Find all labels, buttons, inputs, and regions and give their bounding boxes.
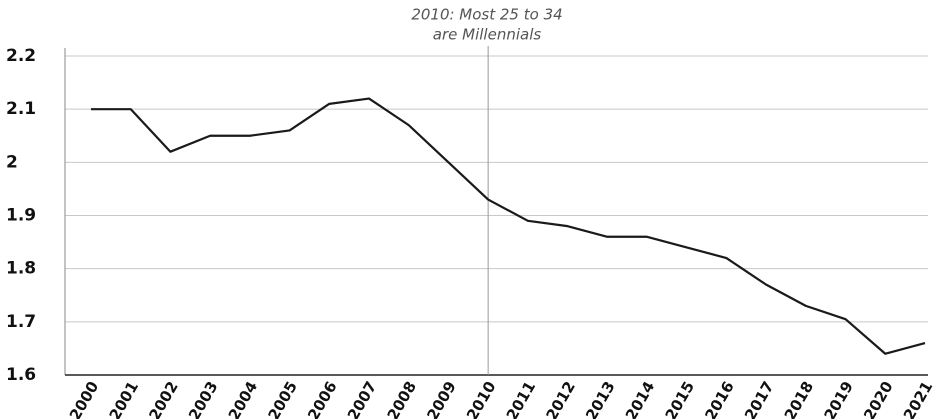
x-tick-label: 2003 xyxy=(185,378,221,419)
y-tick-label: 1.7 xyxy=(6,312,36,332)
x-tick-label: 2013 xyxy=(582,378,618,419)
x-tick-label: 2021 xyxy=(900,378,933,419)
y-tick-label: 2.1 xyxy=(6,99,36,119)
line xyxy=(91,97,926,355)
y-tick-label: 2.2 xyxy=(6,46,36,66)
x-tick-label: 2011 xyxy=(503,378,539,419)
x-tick-label: 2004 xyxy=(225,378,261,419)
x-tick-label: 2007 xyxy=(344,378,380,419)
x-tick-label: 2005 xyxy=(264,378,300,419)
x-tick-label: 2010 xyxy=(463,378,499,419)
x-tick-label: 2008 xyxy=(384,378,420,419)
annotation: 2010: Most 25 to 34 xyxy=(411,6,562,24)
y-tick-label: 1.6 xyxy=(6,365,36,385)
x-tick-label: 2019 xyxy=(820,378,856,419)
annotation: are Millennials xyxy=(433,26,542,44)
x-tick-label: 2012 xyxy=(542,378,578,419)
x-tick-label: 2016 xyxy=(701,378,737,419)
x-tick-label: 2020 xyxy=(860,378,896,419)
x-tick-label: 2001 xyxy=(106,378,142,419)
y-tick-label: 1.9 xyxy=(6,206,36,226)
x-tick-label: 2002 xyxy=(145,378,181,419)
x-tick-label: 2000 xyxy=(66,378,102,419)
x-tick-label: 2009 xyxy=(423,378,459,419)
x-tick-label: 2006 xyxy=(304,378,340,419)
y-tick-label: 2 xyxy=(6,152,18,172)
x-tick-label: 2017 xyxy=(741,378,777,419)
x-tick-label: 2015 xyxy=(662,378,698,419)
x-tick-label: 2018 xyxy=(781,378,817,419)
y-tick-label: 1.8 xyxy=(6,259,36,279)
x-tick-label: 2014 xyxy=(622,378,658,419)
